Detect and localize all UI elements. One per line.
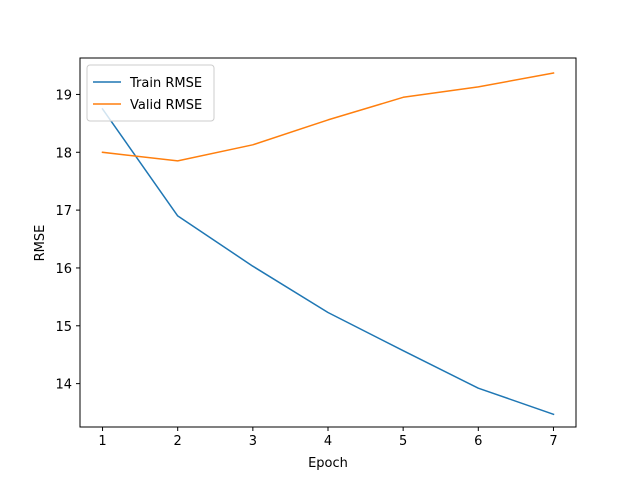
y-tick-label: 19 <box>55 88 72 103</box>
y-tick-label: 14 <box>55 378 72 393</box>
x-axis: 1 2 3 4 5 6 7 <box>98 427 558 449</box>
x-axis-label: Epoch <box>308 456 348 471</box>
y-axis-label: RMSE <box>33 225 48 262</box>
y-axis: 14 15 16 17 18 19 <box>55 88 80 393</box>
legend-box <box>86 64 215 122</box>
x-tick-label: 1 <box>98 434 106 449</box>
y-tick-label: 18 <box>55 146 72 161</box>
y-tick-label: 16 <box>55 262 72 277</box>
x-tick-label: 6 <box>474 434 482 449</box>
legend-label: Valid RMSE <box>130 98 202 113</box>
legend: Train RMSE Valid RMSE <box>86 64 215 122</box>
y-tick-label: 17 <box>55 204 72 219</box>
series-line-train-rmse <box>101 107 555 416</box>
plot-lines <box>101 72 555 416</box>
y-tick-label: 15 <box>55 320 72 335</box>
x-tick-label: 4 <box>324 434 332 449</box>
x-tick-label: 5 <box>399 434 407 449</box>
x-tick-label: 3 <box>249 434 257 449</box>
series-line-valid-rmse <box>101 72 555 162</box>
x-tick-label: 2 <box>174 434 182 449</box>
x-tick-label: 7 <box>549 434 557 449</box>
legend-label: Train RMSE <box>129 76 202 91</box>
